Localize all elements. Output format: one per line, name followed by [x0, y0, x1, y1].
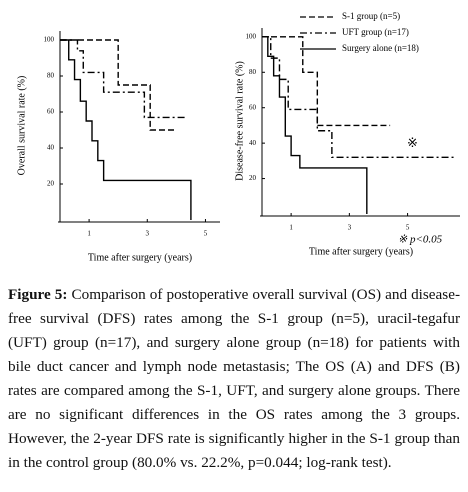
x-tick-label: 1	[87, 230, 91, 238]
x-tick-label: 5	[204, 230, 208, 238]
y-tick-label: 80	[249, 68, 257, 76]
annotation: ※ p<0.05	[398, 234, 443, 246]
y-tick-label: 20	[47, 180, 55, 188]
x-tick-label: 5	[406, 224, 410, 232]
caption-text: Comparison of postoperative overall surv…	[8, 286, 460, 471]
survival-curve	[262, 36, 391, 127]
annotation: ※	[407, 135, 418, 150]
survival-curve	[262, 36, 455, 159]
y-axis-label: Disease-free survival rate (%)	[234, 61, 245, 181]
survival-curve	[60, 39, 177, 131]
y-tick-label: 20	[249, 174, 257, 182]
y-tick-label: 100	[246, 32, 257, 40]
y-tick-label: 60	[47, 108, 55, 116]
y-tick-label: 80	[47, 72, 55, 80]
y-tick-label: 40	[47, 144, 55, 152]
survival-curve	[60, 39, 192, 220]
y-tick-label: 100	[44, 36, 55, 44]
x-axis-label: Time after surgery (years)	[309, 246, 413, 257]
caption-label: Figure 5:	[8, 286, 68, 303]
x-tick-label: 1	[289, 224, 293, 232]
survival-curve	[60, 39, 186, 119]
x-tick-label: 3	[146, 230, 150, 238]
legend-label: Surgery alone (n=18)	[342, 43, 419, 53]
figure: 20 40 60 80 100 1 3 5 Time after surgery (years)…	[16, 11, 460, 263]
y-axis-label: Overall survival rate (%)	[16, 76, 27, 176]
x-tick-label: 3	[348, 224, 352, 232]
legend-label: UFT group (n=17)	[342, 27, 409, 37]
y-tick-label: 60	[249, 103, 257, 111]
legend-label: S-1 group (n=5)	[342, 11, 400, 21]
y-tick-label: 40	[249, 139, 257, 147]
x-axis-label: Time after surgery (years)	[88, 252, 192, 263]
caption: Figure 5: Comparison of postoperative ov…	[8, 283, 460, 475]
survival-curve	[262, 36, 368, 214]
